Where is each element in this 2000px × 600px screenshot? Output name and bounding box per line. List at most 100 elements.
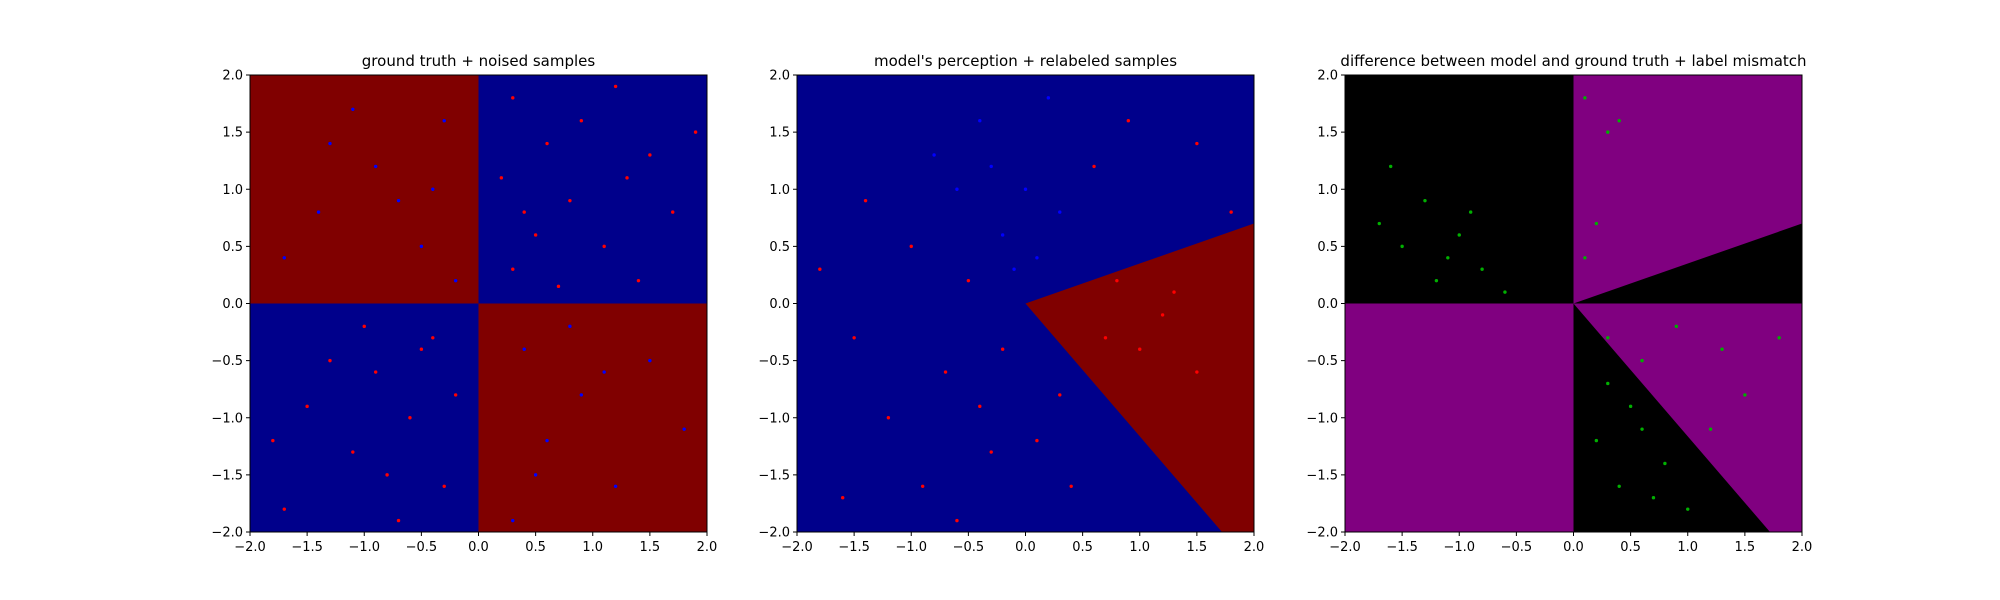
scatter-point <box>1400 244 1404 249</box>
scatter-point <box>852 336 856 340</box>
scatter-point <box>886 416 891 420</box>
scatter-point <box>955 518 959 523</box>
scatter-point <box>625 176 629 180</box>
scatter-point <box>419 244 424 249</box>
scatter-point <box>1617 484 1621 488</box>
panel-model-perception: −2.0 −1.5 −1.0 −0.5 0.0 0.5 1.0 1.5 2.0 −2.0 −1.5 −… <box>758 52 1264 555</box>
x-tick-label: −0.5 <box>406 540 438 555</box>
scatter-point <box>282 507 286 511</box>
series-1 <box>282 107 686 523</box>
y-tick-label: 0.5 <box>769 240 790 255</box>
scatter-point <box>1663 461 1667 466</box>
scatter-point <box>1583 96 1587 100</box>
region-bottom-right <box>478 303 707 532</box>
scatter-point <box>545 141 549 146</box>
y-tick-label: 0.0 <box>222 297 243 312</box>
scatter-point <box>648 153 652 157</box>
scatter-point <box>989 450 993 454</box>
scatter-point <box>1000 233 1005 237</box>
x-tick-label: −1.0 <box>1443 540 1475 555</box>
scatter-point <box>1058 210 1062 214</box>
scatter-point <box>442 484 446 488</box>
x-tick-label: 2.0 <box>1244 540 1265 555</box>
panel-ground-truth: −2.0 −1.5 −1.0 −0.5 0.0 0.5 1.0 1.5 2.0 −2.0 −1.5 −… <box>211 52 717 555</box>
chart-title: difference between model and ground trut… <box>1340 52 1806 70</box>
y-tick-label: −2.0 <box>211 526 243 541</box>
scatter-point <box>431 187 435 191</box>
x-tick-label: −2.0 <box>234 540 266 555</box>
x-tick-label: −1.0 <box>348 540 380 555</box>
x-tick-label: 1.0 <box>582 540 603 555</box>
scatter-point <box>1617 119 1621 123</box>
x-tick-label: 1.5 <box>640 540 661 555</box>
region-top-left <box>250 75 479 304</box>
scatter-point <box>351 450 355 454</box>
y-tick-label: 0.5 <box>222 240 243 255</box>
scatter-point <box>453 278 458 283</box>
scatter-point <box>920 484 925 488</box>
scatter-point <box>1777 336 1781 340</box>
scatter-point <box>545 438 549 443</box>
region-agree-bottom-wedge <box>1573 303 1771 532</box>
y-tick-label: −1.0 <box>758 411 790 426</box>
scatter-point <box>1389 164 1393 169</box>
x-tick-label: 0.5 <box>1620 540 1641 555</box>
x-tick-label: −2.0 <box>781 540 813 555</box>
scatter-point <box>1138 347 1142 351</box>
scatter-point <box>1229 210 1233 214</box>
scatter-point <box>1058 393 1062 397</box>
scatter-point <box>602 370 606 374</box>
scatter-point <box>1434 278 1439 283</box>
scatter-point <box>1115 278 1119 283</box>
scatter-point <box>1606 130 1610 134</box>
y-tick-label: 1.5 <box>1317 126 1338 141</box>
scatter-point <box>989 164 993 169</box>
scatter-point <box>271 438 275 443</box>
panel-difference: −2.0 −1.5 −1.0 −0.5 0.0 0.5 1.0 1.5 2.0 −2.0 −1.5 −… <box>1306 52 1812 555</box>
x-tick-label: −0.5 <box>1501 540 1533 555</box>
scatter-point <box>943 370 948 374</box>
scatter-point <box>1103 336 1108 340</box>
scatter-point <box>1126 119 1131 123</box>
scatter-point <box>396 198 401 203</box>
y-tick-label: 1.5 <box>222 126 243 141</box>
y-tick-label: −1.5 <box>758 468 790 483</box>
scatter-point <box>932 153 936 157</box>
chart-title: model's perception + relabeled samples <box>874 52 1177 70</box>
scatter-point <box>636 278 641 283</box>
scatter-point <box>499 176 504 180</box>
scatter-point <box>1023 187 1028 191</box>
scatter-point <box>533 473 538 477</box>
scatter-point <box>1160 313 1165 317</box>
scatter-point <box>511 518 515 523</box>
region-agree-top-left <box>1345 75 1574 304</box>
scatter-point <box>1480 267 1484 271</box>
scatter-point <box>1468 210 1473 214</box>
scatter-point <box>1195 370 1199 374</box>
scatter-point <box>841 496 845 500</box>
scatter-point <box>1606 381 1610 386</box>
series-1 <box>932 96 1062 271</box>
y-tick-label: 1.5 <box>769 126 790 141</box>
scatter-point <box>522 347 526 351</box>
y-tick-label: −2.0 <box>758 526 790 541</box>
x-tick-label: −1.5 <box>838 540 870 555</box>
scatter-point <box>955 187 959 191</box>
x-tick-label: −1.5 <box>291 540 323 555</box>
scatter-point <box>1000 347 1005 351</box>
scatter-point <box>1377 221 1381 226</box>
y-tick-label: 2.0 <box>1317 69 1338 84</box>
scatter-point <box>579 393 584 397</box>
x-tick-label: −1.0 <box>895 540 927 555</box>
scatter-point <box>613 484 618 488</box>
scatter-point <box>533 233 538 237</box>
x-tick-label: 1.0 <box>1677 540 1698 555</box>
y-tick-label: 1.0 <box>769 183 790 198</box>
scatter-point <box>579 119 584 123</box>
x-tick-label: 1.5 <box>1735 540 1756 555</box>
scatter-point <box>328 358 332 363</box>
scatter-point <box>316 210 321 214</box>
scatter-point <box>522 210 526 214</box>
y-tick-label: 2.0 <box>222 69 243 84</box>
region-background <box>1345 75 1802 532</box>
